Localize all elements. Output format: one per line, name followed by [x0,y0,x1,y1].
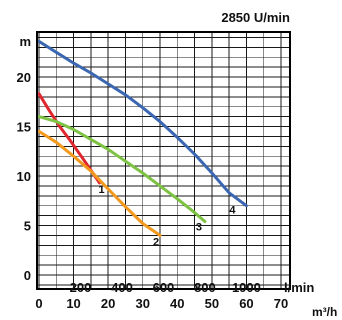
y-tick-label: 0 [24,268,31,283]
x-tick-label: 40 [170,296,184,311]
x-tick-label: 20 [101,296,115,311]
x-top-unit: l/min [284,280,314,295]
series-1-label: 1 [98,184,104,196]
series-3-label: 3 [196,222,202,234]
y-tick-label: 5 [24,219,31,234]
x-tick-label: 60 [239,296,253,311]
x-top-tick-label: 800 [194,280,216,295]
plot-frame [36,31,291,290]
y-unit: m [19,34,31,49]
x-unit: m³/h [312,305,337,319]
x-top-tick-label: 600 [153,280,175,295]
y-tick-label: 20 [17,70,31,85]
y-tick-label: 10 [17,169,31,184]
x-tick-label: 50 [205,296,219,311]
series-layer [37,39,248,237]
x-tick-label: 70 [274,296,288,311]
x-top-tick-label: 200 [70,280,92,295]
x-top-tick-label: 1000 [232,280,261,295]
x-tick-label: 0 [35,296,42,311]
grid [37,32,290,289]
x-top-tick-label: 400 [111,280,133,295]
x-tick-label: 30 [135,296,149,311]
series-2-line [37,129,162,237]
speed-label: 2850 U/min [221,10,290,25]
series-4-line [37,39,248,208]
y-tick-label: 15 [17,120,31,135]
x-tick-label: 10 [66,296,80,311]
series-2-label: 2 [153,236,159,248]
series-3-line [37,115,207,223]
series-4-label: 4 [229,205,236,217]
